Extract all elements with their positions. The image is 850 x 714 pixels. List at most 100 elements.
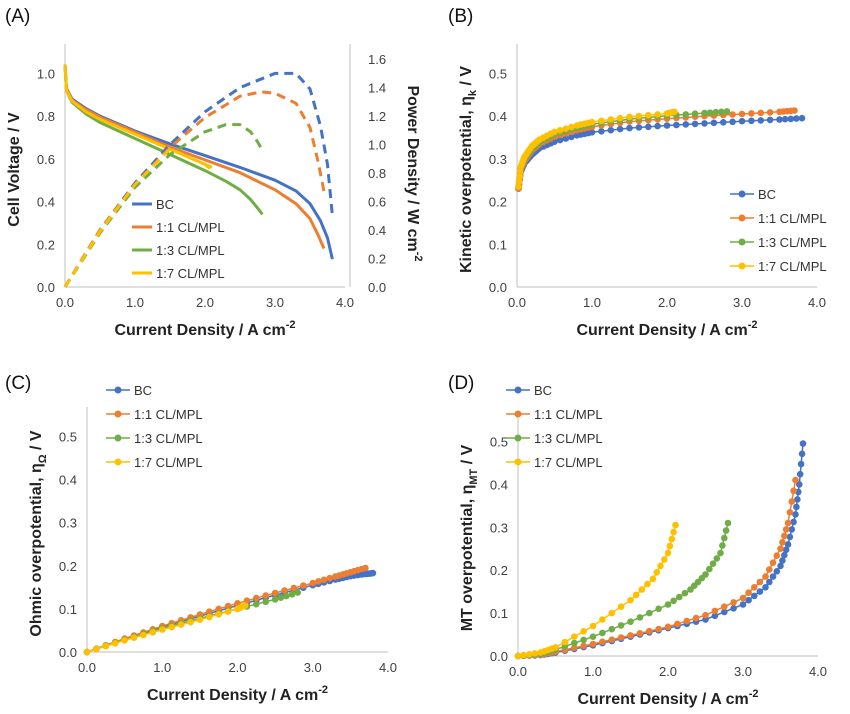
data-point	[673, 121, 680, 129]
data-point	[93, 645, 100, 653]
data-point	[130, 634, 138, 641]
data-point	[718, 108, 725, 116]
data-point	[784, 541, 792, 548]
x-tick-label: 4.0	[336, 295, 354, 310]
data-point	[713, 555, 721, 562]
data-point	[722, 527, 730, 534]
data-point	[711, 607, 719, 615]
data-point	[701, 109, 708, 117]
data-point	[515, 183, 522, 190]
y-axis-label: Ohmic overpotential, ηΩ / V	[28, 430, 49, 637]
legend-label: 1:1 CL/MPL	[758, 211, 827, 226]
data-point	[252, 594, 260, 602]
legend-label: 1:1 CL/MPL	[134, 407, 203, 422]
data-point	[571, 639, 578, 647]
legend: BC 1:1 CL/MPL 1:3 CL/MPL 1:7 CL/MPL	[132, 197, 225, 281]
data-point	[196, 616, 204, 623]
x-tick-label: 3.0	[734, 664, 752, 679]
data-point	[751, 592, 758, 600]
data-point	[281, 587, 288, 594]
series-line-bc-power	[63, 71, 334, 288]
legend-label: BC	[534, 383, 552, 398]
data-point	[781, 532, 788, 540]
legend-label: 1:3 CL/MPL	[534, 431, 603, 446]
series-line-1-3-cl-mpl-voltage	[63, 64, 264, 216]
data-point	[362, 564, 369, 572]
data-point	[551, 128, 558, 136]
data-point	[668, 535, 676, 543]
data-point	[571, 633, 578, 640]
y-axis-label: Kinetic overpotential, ηk / V	[458, 66, 479, 273]
y-axis-label-unit: / V	[458, 66, 475, 90]
y-tick-label: 0.4	[37, 195, 55, 210]
series-1-7-cl-mpl	[514, 521, 679, 660]
data-point	[711, 612, 719, 620]
data-point	[588, 129, 596, 136]
data-point	[515, 178, 523, 185]
data-point	[561, 638, 569, 646]
data-point	[784, 519, 792, 527]
data-point	[580, 636, 587, 644]
data-point	[655, 605, 662, 613]
data-point	[632, 591, 640, 599]
x-axis-label-superscript: -2	[749, 688, 759, 700]
data-point	[215, 611, 222, 618]
data-point	[598, 117, 605, 125]
x-tick-label: 0.0	[508, 295, 526, 310]
data-point	[580, 642, 587, 650]
legend: BC 1:1 CL/MPL 1:3 CL/MPL 1:7 CL/MPL	[106, 383, 203, 470]
data-point	[748, 110, 755, 117]
data-point	[300, 582, 307, 589]
y-tick-label: 0.0	[489, 280, 507, 295]
data-point	[290, 584, 298, 592]
data-point	[682, 121, 690, 128]
data-point	[589, 622, 597, 630]
legend-label: 1:7 CL/MPL	[534, 455, 603, 470]
data-point	[710, 119, 718, 127]
data-point	[739, 601, 747, 608]
data-point	[315, 578, 322, 585]
data-point	[777, 562, 784, 570]
data-point	[664, 623, 672, 631]
data-point	[787, 115, 795, 123]
data-point	[568, 133, 575, 141]
data-point	[589, 633, 597, 640]
y-axis-label-subscript: MT	[468, 468, 480, 484]
data-point	[102, 642, 110, 650]
data-point	[654, 122, 661, 130]
data-point	[556, 127, 564, 134]
data-point	[739, 594, 747, 602]
data-point	[777, 545, 784, 552]
data-point	[224, 608, 232, 615]
data-point	[793, 115, 800, 122]
data-point	[520, 651, 527, 659]
data-point	[121, 637, 128, 644]
y-tick-label: 0.2	[490, 563, 508, 578]
legend-swatch-dot	[738, 214, 746, 222]
data-point	[729, 118, 736, 126]
data-point	[691, 110, 699, 117]
data-point	[626, 113, 633, 121]
data-point	[799, 440, 807, 447]
data-point	[791, 107, 798, 114]
x-tick-label: 4.0	[379, 660, 397, 675]
y-tick-label: 0.3	[490, 520, 508, 535]
data-point	[751, 584, 758, 591]
data-point	[762, 573, 769, 580]
data-point	[599, 616, 606, 623]
y-axis-label: MT overpotential, ηMT / V	[459, 444, 480, 631]
data-point	[766, 578, 773, 586]
data-point	[790, 487, 797, 495]
data-point	[681, 589, 689, 597]
data-point	[159, 626, 166, 633]
data-point	[531, 650, 539, 657]
data-point	[709, 560, 717, 567]
data-point	[514, 652, 522, 660]
x-tick-label: 2.0	[658, 295, 676, 310]
data-point	[672, 521, 679, 529]
y2-tick-label: 1.2	[368, 109, 386, 124]
x-tick-label: 1.0	[126, 295, 144, 310]
data-point	[320, 576, 328, 584]
x-tick-label: 3.0	[733, 295, 751, 310]
data-point	[721, 608, 728, 616]
